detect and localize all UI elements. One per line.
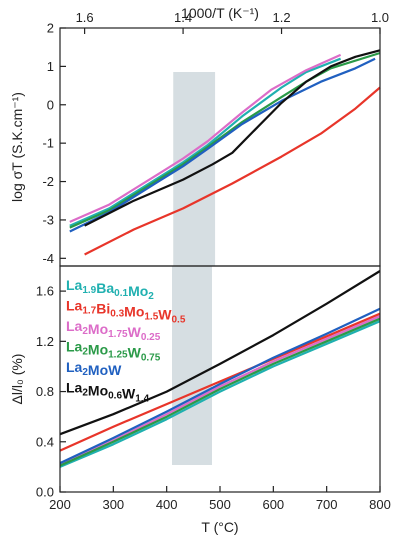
legend-entry-3: La2Mo1.25W0.75 <box>66 339 161 364</box>
x-tick-label-1-0: 200 <box>49 497 71 512</box>
series-line-0-4 <box>69 57 376 233</box>
series-line-1-3 <box>59 317 381 467</box>
y-tick-label-0-6: 2 <box>47 21 54 36</box>
x-tick-label-1-4: 600 <box>262 497 284 512</box>
x-tick-label-1-5: 700 <box>316 497 338 512</box>
bottom-x-axis-label: T (°C) <box>201 519 238 535</box>
x-tick-label-1-2: 400 <box>156 497 178 512</box>
y-tick-label-1-1: 0.4 <box>36 434 54 449</box>
x-tick-label-1-1: 300 <box>102 497 124 512</box>
legend-entry-4: La2MoW <box>66 359 122 378</box>
top-y-axis-label: log σT (S.K.cm⁻¹) <box>9 92 25 202</box>
x-tick-label-0-2: 1.2 <box>272 10 290 25</box>
y-tick-label-0-0: -4 <box>42 251 54 266</box>
x-tick-label-0-3: 1.0 <box>371 10 389 25</box>
x-tick-label-0-0: 1.6 <box>76 10 94 25</box>
y-tick-label-0-5: 1 <box>47 59 54 74</box>
legend-entry-1: La1.7Bi0.3Mo1.5W0.5 <box>66 298 186 326</box>
x-tick-label-1-3: 500 <box>209 497 231 512</box>
series-line-1-1 <box>59 312 381 452</box>
y-tick-label-1-2: 0.8 <box>36 384 54 399</box>
bottom-y-axis-label: Δl/l₀ (%) <box>9 354 25 405</box>
series-line-1-2 <box>59 315 381 466</box>
x-tick-label-1-6: 800 <box>369 497 391 512</box>
series-line-1-5 <box>59 270 381 436</box>
series-line-0-0 <box>69 57 341 227</box>
y-tick-label-0-2: -2 <box>42 174 54 189</box>
legend-entry-2: La2Mo1.75W0.25 <box>66 318 161 343</box>
y-tick-label-0-1: -3 <box>42 212 54 227</box>
series-line-0-1 <box>84 86 381 256</box>
series-line-0-5 <box>84 49 381 227</box>
y-tick-label-1-0: 0.0 <box>36 485 54 500</box>
y-tick-label-0-4: 0 <box>47 97 54 112</box>
top-x-axis-label: 1000/T (K⁻¹) <box>181 5 259 21</box>
top-plot-frame <box>59 27 381 267</box>
y-tick-label-1-3: 1.2 <box>36 334 54 349</box>
legend-entry-0: La1.9Ba0.1Mo2 <box>66 277 154 302</box>
series-line-1-0 <box>59 320 381 468</box>
series-line-1-4 <box>59 307 381 465</box>
y-tick-label-0-3: -1 <box>42 136 54 151</box>
legend: La1.9Ba0.1Mo2La1.7Bi0.3Mo1.5W0.5La2Mo1.7… <box>66 277 186 405</box>
series-line-0-2 <box>69 53 342 223</box>
temperature-band-1 <box>172 266 212 465</box>
y-tick-label-1-4: 1.6 <box>36 284 54 299</box>
legend-entry-5: La2Mo0.6W1.4 <box>66 380 150 405</box>
x-tick-label-0-1: 1.4 <box>174 10 192 25</box>
